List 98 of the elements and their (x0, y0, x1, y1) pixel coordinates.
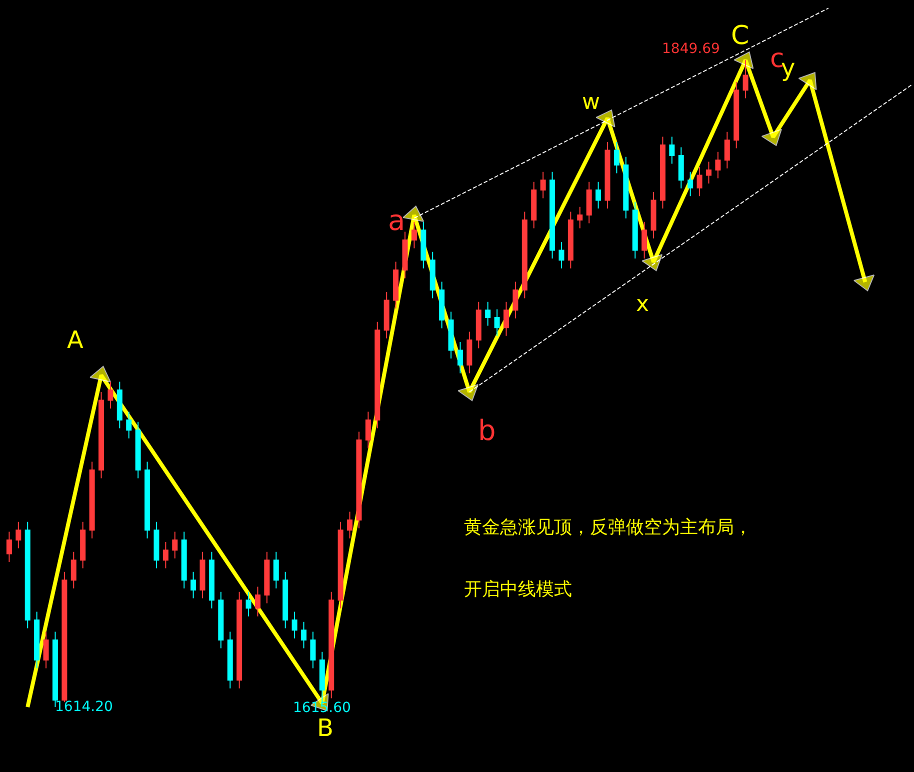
candlestick (715, 151, 721, 179)
annotation: A (67, 326, 84, 354)
candlestick (614, 141, 620, 174)
candlestick (420, 221, 426, 269)
candlestick (162, 541, 168, 569)
candlestick (310, 631, 316, 669)
annotation: 黄金急涨见顶，反弹做空为主布局， (464, 517, 752, 538)
candlestick (688, 171, 694, 197)
candlestick (347, 511, 353, 539)
text: 1849.69 (662, 41, 720, 57)
point (90, 366, 111, 382)
annotation: 1615.60 (293, 700, 351, 716)
point (642, 254, 663, 272)
annotation: w (582, 90, 600, 115)
candlestick (338, 521, 344, 609)
candlestick (16, 521, 22, 549)
annotation: b (478, 414, 496, 447)
candlestick (448, 311, 454, 359)
candlestick (678, 146, 684, 189)
candlestick (126, 411, 132, 439)
candlestick (568, 211, 574, 269)
candlestick (264, 551, 270, 604)
candlestick (24, 521, 30, 629)
candlestick (632, 201, 638, 259)
candlestick (227, 631, 233, 689)
candlestick (558, 241, 564, 269)
candlestick (439, 281, 445, 329)
candlestick (236, 591, 242, 689)
candlestick (292, 611, 298, 639)
candlestick (89, 461, 95, 539)
candlestick (208, 551, 214, 609)
point (596, 110, 616, 128)
candlestick (393, 261, 399, 309)
annotation: a (388, 204, 406, 237)
candlestick (135, 421, 141, 479)
candlestick (356, 431, 362, 529)
candlestick (696, 166, 702, 197)
candlestick (466, 331, 472, 374)
candlestick (70, 551, 76, 589)
candlestick (384, 291, 390, 339)
candlestick (550, 171, 556, 259)
candlestick (273, 551, 279, 589)
candlestick (742, 60, 748, 99)
annotation: c (770, 44, 784, 74)
candlestick (200, 551, 206, 599)
candlestick (190, 571, 196, 599)
candlestick (144, 461, 150, 539)
candlestick (457, 341, 463, 374)
candlestick (34, 611, 40, 669)
candlestick (52, 631, 58, 708)
candlestick (80, 521, 86, 569)
text: B (317, 714, 334, 742)
candlestick (494, 308, 500, 336)
candlestick (650, 191, 656, 239)
candlestick (623, 156, 629, 219)
point (761, 128, 782, 146)
candlestick (734, 81, 740, 149)
candlestick (43, 631, 49, 669)
candlestick (402, 231, 408, 279)
candlestick (430, 251, 436, 299)
candlestick (596, 181, 602, 209)
text: C (731, 21, 750, 51)
candlestick (98, 391, 104, 479)
candlestick (604, 141, 610, 209)
candlestick (218, 591, 224, 649)
candlestick (108, 381, 114, 409)
annotation: x (636, 292, 650, 317)
candlestick (503, 301, 509, 336)
candlestick (246, 591, 252, 617)
candlestick (154, 521, 160, 569)
candlestick (172, 531, 178, 559)
candlestick (374, 321, 380, 429)
candlestick (669, 136, 675, 164)
candlestick (540, 171, 546, 199)
candlestick (586, 181, 592, 224)
candlestick (282, 571, 288, 629)
candlestick (512, 281, 518, 319)
candlestick (642, 221, 648, 259)
candlestick (476, 301, 482, 349)
candlestick (254, 586, 260, 617)
annotation: 开启中线模式 (464, 579, 572, 600)
candlestick (116, 381, 122, 429)
candlestick (531, 181, 537, 229)
candlestick (706, 161, 712, 184)
candlestick (181, 531, 187, 589)
annotation: 1614.20 (55, 699, 113, 715)
candlestick (411, 221, 417, 249)
point (734, 51, 754, 70)
candlestick (660, 136, 666, 209)
candlestick (485, 301, 491, 326)
candlestick (365, 411, 371, 449)
candlestick (724, 131, 730, 169)
candlestick (300, 621, 306, 649)
candlestick (6, 531, 12, 562)
candlestick (328, 591, 334, 699)
candlestick (577, 206, 583, 229)
point (854, 274, 875, 292)
candlestick (522, 211, 528, 299)
